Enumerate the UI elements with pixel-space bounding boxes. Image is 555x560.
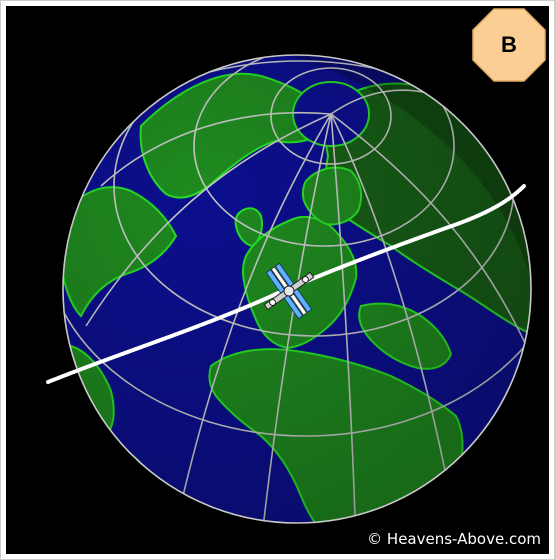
badge-label: B	[501, 32, 517, 57]
copyright-text: © Heavens-Above.com	[367, 530, 541, 548]
octagon-badge-icon	[472, 8, 546, 82]
globe-map	[46, 54, 532, 524]
ground-track	[46, 184, 526, 384]
iss-satellite-icon	[263, 262, 315, 320]
globe-outline	[62, 54, 532, 524]
label-badge: B	[472, 8, 546, 82]
globe-view: © Heavens-Above.com	[6, 6, 549, 554]
